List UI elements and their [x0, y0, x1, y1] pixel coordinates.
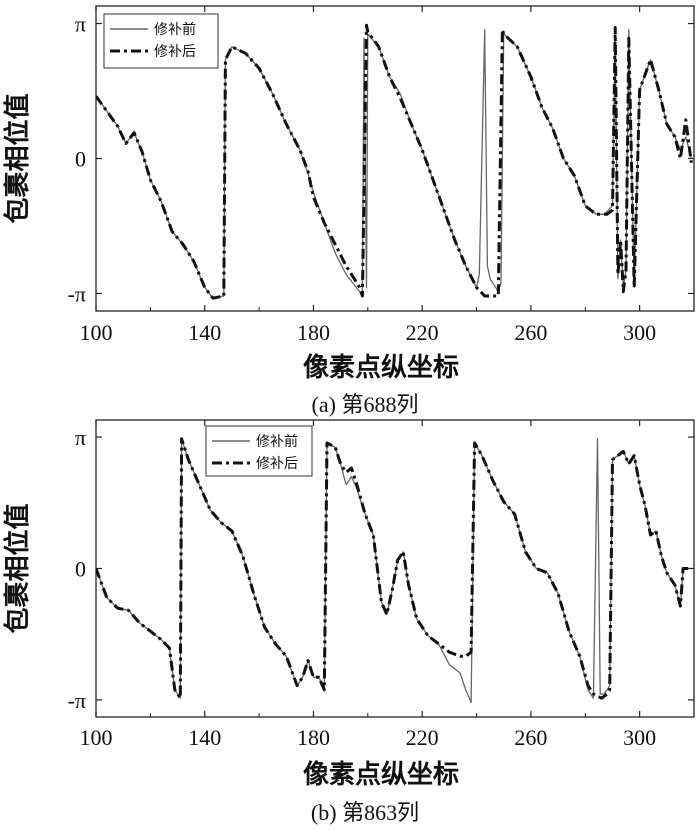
x-tick-label: 220 [406, 725, 439, 750]
subfigure-caption: (a) 第688列 [312, 392, 419, 417]
legend-box [205, 425, 313, 477]
series-line-after-repair [96, 23, 693, 300]
x-tick-label: 260 [514, 725, 547, 750]
y-tick-label: 0 [75, 557, 86, 582]
x-tick-label: 140 [188, 725, 221, 750]
legend-label: 修补后 [154, 44, 196, 60]
y-tick-label: 0 [75, 147, 86, 172]
x-tick-label: 220 [406, 320, 439, 345]
x-tick-label: 140 [188, 320, 221, 345]
x-tick-label: 260 [514, 320, 547, 345]
y-tick-label: -π [68, 688, 86, 713]
legend-box [103, 13, 219, 69]
y-tick-label: -π [68, 281, 86, 306]
x-axis-label: 像素点纵坐标 [303, 352, 459, 383]
x-axis-label: 像素点纵坐标 [303, 759, 459, 790]
x-tick-label: 180 [297, 725, 330, 750]
series-line-before-repair [96, 438, 689, 704]
y-tick-label: π [75, 12, 86, 37]
x-tick-label: 300 [623, 725, 656, 750]
y-tick-label: π [75, 425, 86, 450]
y-axis-label: 包裹相位值 [2, 93, 33, 223]
legend-label: 修补前 [154, 21, 196, 38]
x-tick-label: 180 [297, 320, 330, 345]
subfigure-caption: (b) 第863列 [311, 800, 419, 825]
legend-label: 修补后 [256, 456, 298, 472]
x-tick-label: 100 [80, 320, 113, 345]
x-tick-label: 100 [80, 725, 113, 750]
series-line-before-repair [96, 28, 692, 299]
y-axis-label: 包裹相位值 [2, 503, 33, 633]
x-tick-label: 300 [623, 320, 656, 345]
legend-label: 修补前 [256, 433, 298, 450]
series-line-after-repair [96, 437, 689, 700]
